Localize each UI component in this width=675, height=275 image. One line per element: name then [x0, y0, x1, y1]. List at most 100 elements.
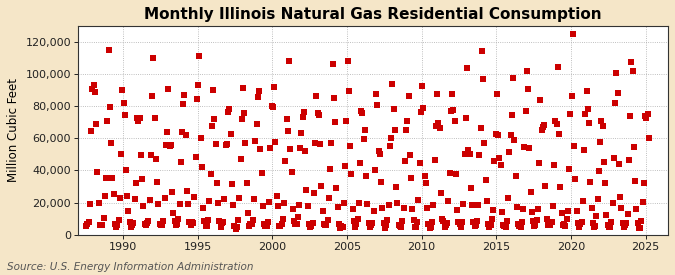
Point	[240, 141, 251, 145]
Point	[200, 224, 211, 228]
Point	[327, 62, 338, 67]
Point	[448, 108, 459, 112]
Point	[162, 130, 173, 134]
Point	[546, 219, 557, 224]
Point	[500, 225, 511, 229]
Point	[443, 199, 454, 203]
Point	[438, 219, 449, 224]
Point	[381, 223, 392, 228]
Point	[90, 90, 101, 95]
Point	[323, 195, 334, 200]
Point	[620, 223, 630, 227]
Point	[485, 223, 496, 227]
Point	[158, 219, 169, 223]
Point	[174, 202, 185, 206]
Point	[636, 219, 647, 223]
Point	[209, 117, 220, 121]
Point	[632, 220, 643, 225]
Point	[559, 221, 570, 226]
Point	[587, 221, 598, 226]
Point	[310, 141, 321, 145]
Point	[273, 204, 284, 208]
Point	[601, 213, 612, 218]
Point	[227, 203, 238, 207]
Point	[596, 119, 607, 123]
Point	[544, 222, 555, 227]
Point	[487, 217, 497, 221]
Point	[260, 224, 271, 228]
Point	[273, 223, 284, 228]
Point	[595, 140, 605, 144]
Point	[600, 180, 611, 185]
Point	[288, 206, 298, 211]
Point	[224, 106, 235, 111]
Point	[193, 82, 204, 87]
Point	[347, 207, 358, 211]
Point	[462, 65, 472, 70]
Point	[138, 204, 148, 208]
Point	[250, 138, 261, 143]
Point	[514, 224, 524, 229]
Point	[149, 115, 160, 120]
Point	[602, 222, 613, 227]
Point	[509, 138, 520, 142]
Point	[251, 122, 262, 127]
Point	[641, 116, 651, 120]
Point	[276, 222, 287, 226]
Point	[464, 152, 475, 156]
Point	[475, 125, 486, 130]
Point	[123, 209, 134, 213]
Point	[621, 221, 632, 225]
Point	[574, 225, 585, 230]
Point	[631, 207, 642, 211]
Point	[192, 97, 202, 101]
Point	[154, 222, 165, 226]
Point	[271, 194, 282, 198]
Point	[385, 136, 396, 140]
Point	[605, 224, 616, 229]
Point	[422, 206, 433, 211]
Point	[130, 197, 140, 201]
Point	[460, 116, 471, 120]
Point	[238, 85, 248, 90]
Point	[568, 32, 578, 36]
Point	[332, 205, 343, 209]
Point	[81, 224, 92, 228]
Point	[82, 222, 92, 227]
Point	[614, 162, 624, 166]
Point	[566, 94, 577, 98]
Point	[307, 221, 318, 226]
Point	[289, 219, 300, 223]
Point	[315, 142, 325, 146]
Point	[93, 201, 104, 205]
Point	[179, 93, 190, 97]
Point	[597, 124, 608, 128]
Point	[633, 226, 644, 230]
Point	[92, 169, 103, 174]
Point	[142, 221, 153, 225]
Point	[639, 180, 649, 185]
Point	[520, 109, 531, 114]
Point	[139, 222, 150, 226]
Point	[140, 223, 151, 228]
Point	[326, 141, 337, 145]
Point	[225, 131, 236, 136]
Point	[383, 203, 394, 208]
Point	[388, 107, 399, 111]
Point	[406, 176, 416, 180]
Point	[590, 224, 601, 229]
Point	[333, 222, 344, 226]
Point	[506, 113, 517, 117]
Point	[275, 224, 286, 229]
Point	[373, 149, 384, 153]
Point	[106, 141, 117, 145]
Point	[223, 109, 234, 114]
Point	[504, 150, 515, 154]
Point	[252, 95, 263, 99]
Point	[128, 221, 139, 225]
Point	[553, 65, 564, 69]
Point	[107, 176, 117, 180]
Point	[151, 156, 161, 161]
Point	[134, 116, 145, 120]
Point	[320, 223, 331, 227]
